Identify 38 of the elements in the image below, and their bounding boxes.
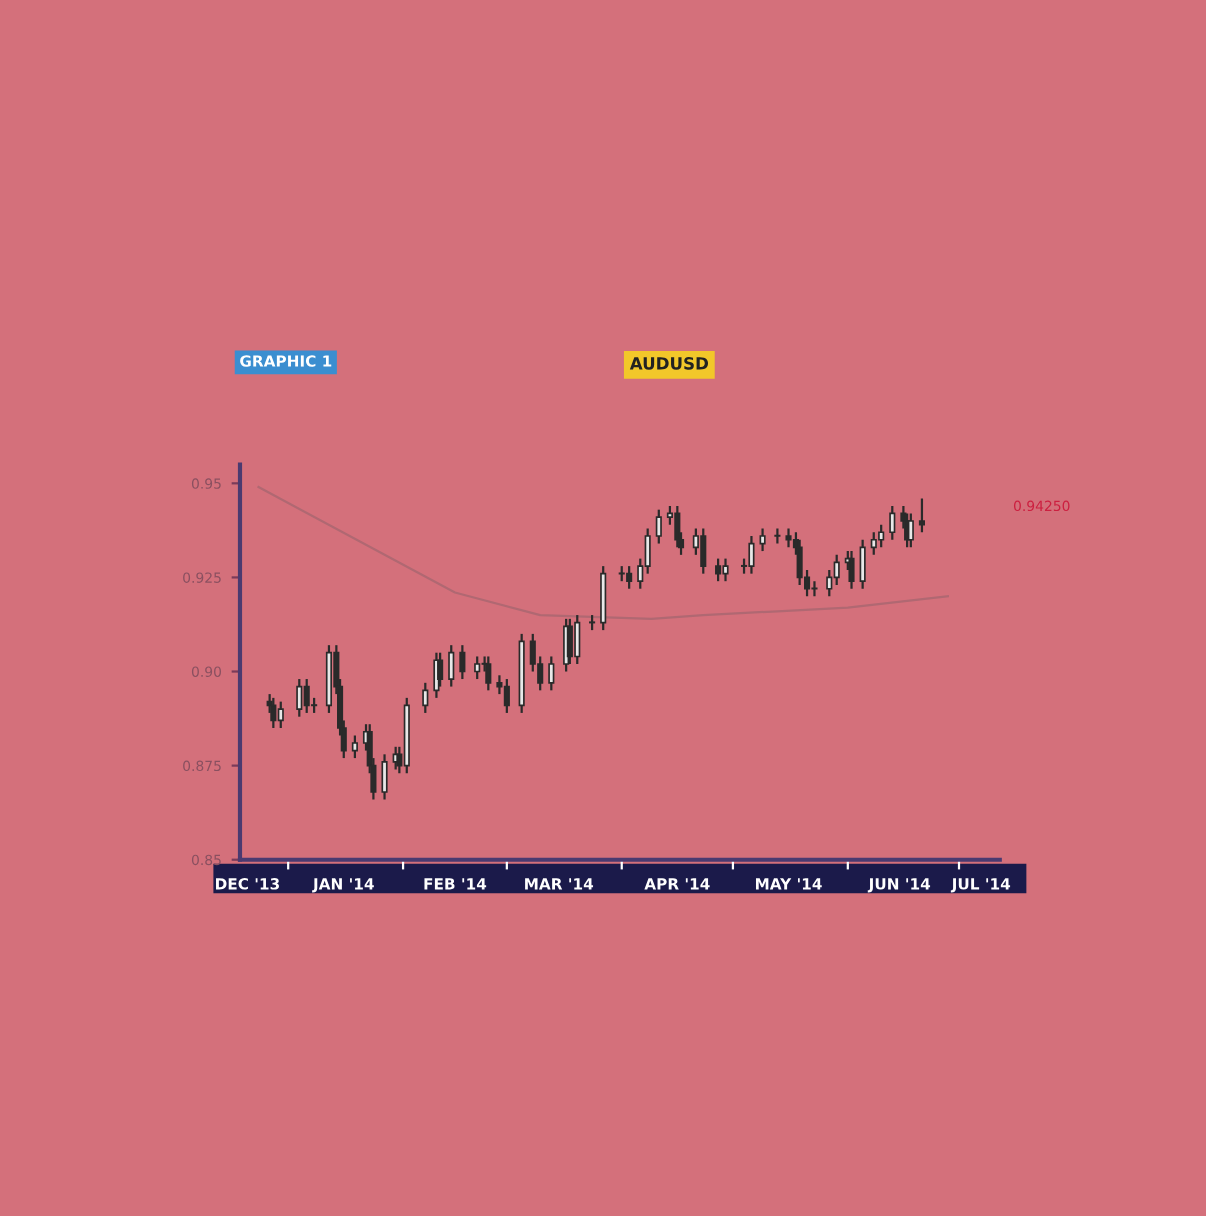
candlestick bbox=[759, 527, 766, 553]
candlestick bbox=[785, 527, 792, 549]
candlestick bbox=[655, 508, 662, 545]
candlestick bbox=[566, 617, 573, 666]
candlestick bbox=[381, 753, 388, 801]
candlestick bbox=[700, 527, 707, 575]
candlestick bbox=[859, 538, 866, 590]
candlestick bbox=[459, 644, 466, 681]
candlestick bbox=[722, 557, 729, 583]
candlestick bbox=[503, 677, 510, 715]
candlestick bbox=[644, 527, 651, 575]
chart-title: AUDUSD bbox=[629, 357, 709, 370]
candlestick bbox=[422, 681, 429, 715]
candlestick bbox=[277, 700, 284, 730]
candlestick bbox=[715, 557, 722, 583]
candlestick bbox=[626, 565, 633, 590]
candlestick bbox=[918, 497, 926, 534]
candlestick bbox=[811, 580, 818, 598]
candlestick bbox=[774, 527, 781, 545]
candlestick bbox=[907, 512, 914, 549]
candlestick bbox=[574, 613, 581, 666]
line-series bbox=[257, 485, 949, 620]
candlestick bbox=[833, 553, 840, 587]
candlestick bbox=[674, 504, 681, 549]
candlestick bbox=[748, 534, 755, 575]
candlestick bbox=[826, 568, 833, 598]
candlestick bbox=[878, 523, 885, 549]
candlestick bbox=[448, 644, 455, 688]
candlestick bbox=[303, 677, 310, 715]
candlestick bbox=[351, 734, 358, 760]
candlestick bbox=[296, 677, 303, 718]
candlestick bbox=[889, 504, 896, 541]
candlestick bbox=[870, 531, 877, 556]
candlestick bbox=[474, 655, 481, 681]
candlestick bbox=[848, 549, 855, 590]
candlestick bbox=[548, 655, 555, 692]
candlestick bbox=[270, 696, 277, 730]
candlestick bbox=[485, 655, 492, 692]
